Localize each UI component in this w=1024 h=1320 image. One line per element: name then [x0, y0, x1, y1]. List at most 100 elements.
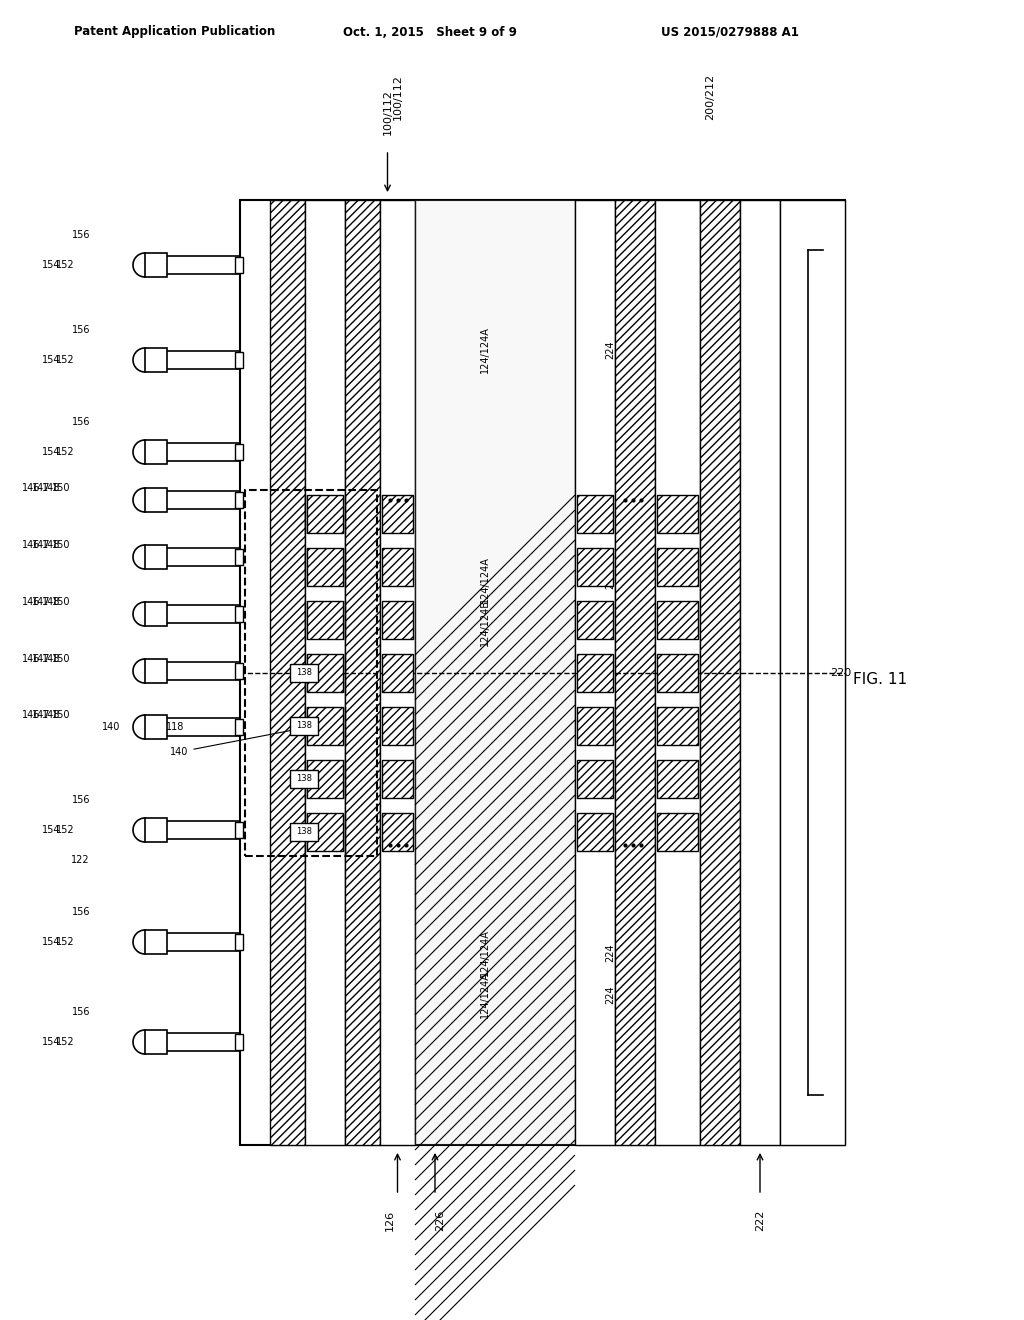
- Text: 156: 156: [72, 795, 90, 805]
- Text: 146: 146: [22, 483, 40, 492]
- Bar: [577, 813, 613, 850]
- Text: 150: 150: [51, 597, 70, 607]
- Bar: [234, 935, 243, 950]
- Text: 100/112: 100/112: [383, 90, 392, 135]
- Bar: [145, 545, 167, 569]
- Text: 138: 138: [296, 721, 312, 730]
- Bar: [307, 759, 343, 797]
- Bar: [234, 606, 243, 622]
- Text: 124/124B: 124/124B: [480, 599, 490, 645]
- Text: 156: 156: [72, 325, 90, 335]
- Bar: [577, 601, 613, 639]
- Text: 146: 146: [22, 653, 40, 664]
- Text: 154: 154: [42, 825, 60, 836]
- Text: 126: 126: [384, 1210, 394, 1232]
- Bar: [657, 601, 698, 639]
- Text: 226: 226: [435, 1210, 445, 1232]
- Text: 152: 152: [56, 825, 75, 836]
- Text: 124/124A: 124/124A: [480, 972, 490, 1019]
- Bar: [145, 715, 167, 739]
- Text: 148: 148: [42, 710, 60, 719]
- Bar: [382, 706, 413, 744]
- Text: 150: 150: [51, 710, 70, 719]
- Bar: [382, 548, 413, 586]
- Text: 138: 138: [296, 828, 312, 836]
- Text: 150: 150: [51, 483, 70, 492]
- Text: 146: 146: [22, 540, 40, 550]
- Text: 150: 150: [51, 653, 70, 664]
- Bar: [145, 253, 167, 277]
- Bar: [307, 601, 343, 639]
- Text: 148: 148: [42, 653, 60, 664]
- Text: 148: 148: [42, 483, 60, 492]
- Text: 152: 152: [56, 1038, 75, 1047]
- Text: 118: 118: [166, 722, 184, 733]
- Bar: [145, 931, 167, 954]
- Text: 146: 146: [22, 710, 40, 719]
- Text: 220: 220: [830, 668, 851, 677]
- Text: 150: 150: [51, 540, 70, 550]
- Bar: [577, 706, 613, 744]
- Bar: [307, 548, 343, 586]
- Bar: [145, 1030, 167, 1053]
- Bar: [655, 201, 700, 1144]
- Text: 224: 224: [605, 944, 615, 962]
- Bar: [290, 770, 318, 788]
- Text: 147: 147: [32, 483, 50, 492]
- Bar: [234, 719, 243, 735]
- Bar: [234, 1034, 243, 1049]
- Text: 100/112: 100/112: [392, 74, 402, 120]
- Bar: [145, 602, 167, 626]
- Text: 154: 154: [42, 1038, 60, 1047]
- Bar: [415, 201, 575, 1144]
- Text: 122: 122: [72, 855, 90, 865]
- Bar: [380, 201, 415, 1144]
- Bar: [307, 706, 343, 744]
- Bar: [577, 653, 613, 692]
- Text: 224: 224: [605, 570, 615, 589]
- Text: Oct. 1, 2015   Sheet 9 of 9: Oct. 1, 2015 Sheet 9 of 9: [343, 25, 517, 38]
- Bar: [657, 548, 698, 586]
- Text: 224: 224: [605, 614, 615, 632]
- Text: FIG. 11: FIG. 11: [853, 672, 907, 688]
- Bar: [234, 352, 243, 368]
- Bar: [145, 440, 167, 465]
- Bar: [577, 548, 613, 586]
- Bar: [307, 813, 343, 850]
- Text: 124/124A: 124/124A: [480, 557, 490, 603]
- Bar: [345, 201, 380, 1144]
- Bar: [382, 601, 413, 639]
- Bar: [577, 495, 613, 532]
- Text: 222: 222: [755, 1210, 765, 1232]
- Text: 152: 152: [56, 355, 75, 366]
- Text: 138: 138: [296, 774, 312, 783]
- Bar: [740, 201, 780, 1144]
- Bar: [145, 659, 167, 682]
- Bar: [382, 653, 413, 692]
- Text: 154: 154: [42, 260, 60, 271]
- Text: 148: 148: [42, 597, 60, 607]
- Bar: [234, 822, 243, 838]
- Text: 200/212: 200/212: [705, 74, 715, 120]
- Text: Patent Application Publication: Patent Application Publication: [75, 25, 275, 38]
- Text: 147: 147: [32, 597, 50, 607]
- Bar: [234, 663, 243, 678]
- Text: US 2015/0279888 A1: US 2015/0279888 A1: [662, 25, 799, 38]
- Text: 154: 154: [42, 447, 60, 457]
- Bar: [382, 759, 413, 797]
- Text: 148: 148: [42, 540, 60, 550]
- Text: 224: 224: [605, 341, 615, 359]
- Bar: [577, 759, 613, 797]
- Bar: [657, 495, 698, 532]
- Text: 140: 140: [170, 719, 341, 756]
- Bar: [234, 444, 243, 459]
- Text: 224: 224: [605, 986, 615, 1005]
- Text: 146: 146: [22, 597, 40, 607]
- Bar: [234, 549, 243, 565]
- Text: 147: 147: [32, 710, 50, 719]
- Text: 154: 154: [42, 937, 60, 946]
- Text: 156: 156: [72, 230, 90, 240]
- Bar: [290, 717, 318, 734]
- Bar: [305, 201, 345, 1144]
- Text: 138: 138: [296, 668, 312, 677]
